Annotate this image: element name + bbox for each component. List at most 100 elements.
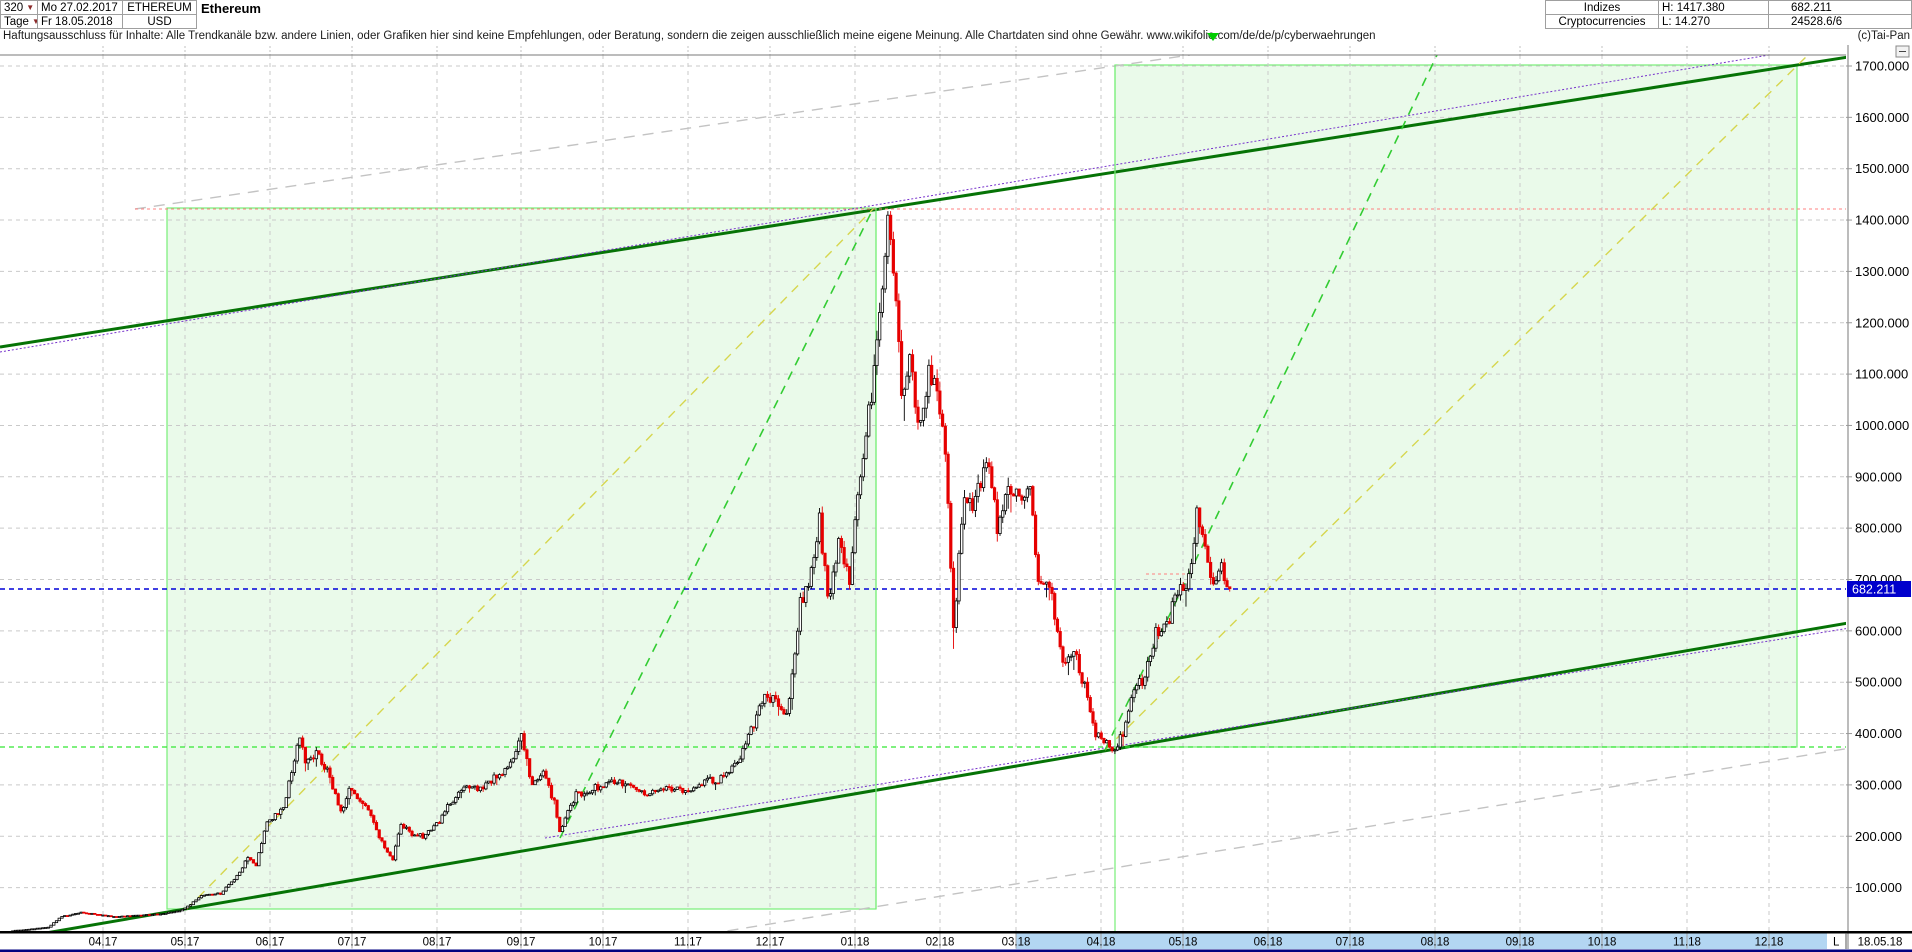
candle-body <box>927 364 931 397</box>
candle-body <box>295 744 299 762</box>
candle-body <box>413 834 417 837</box>
candle-body <box>11 930 15 931</box>
candle-body <box>1170 601 1174 624</box>
candle-body <box>563 817 567 827</box>
month-label: 07.17 <box>338 937 367 949</box>
candle-body <box>394 845 398 861</box>
candle-body <box>1064 661 1068 664</box>
candle-body <box>640 790 644 793</box>
candle-body <box>889 214 893 240</box>
month-label: 09.17 <box>507 937 536 949</box>
candle-body <box>1110 746 1114 752</box>
price-tick-label: 200.000 <box>1855 829 1902 844</box>
end-date-cell[interactable]: Fr 18.05.2018 <box>37 14 123 29</box>
candle-body <box>965 497 969 504</box>
collapse-pane-button[interactable] <box>1895 45 1910 58</box>
candle-body <box>738 758 742 763</box>
candle-body <box>604 782 608 788</box>
candle-body <box>429 829 433 832</box>
visible-range-highlight[interactable] <box>1016 933 1827 950</box>
candle-body <box>908 354 912 377</box>
candle-body <box>902 388 906 396</box>
candle-body <box>776 698 781 707</box>
candle-body <box>503 768 507 776</box>
candle-body <box>1042 582 1046 585</box>
candle-body <box>287 780 291 799</box>
candle-body <box>771 695 775 703</box>
price-tick-label: 900.000 <box>1855 469 1902 484</box>
candle-body <box>664 786 668 791</box>
month-label: 04.18 <box>1087 937 1116 949</box>
candle-body <box>131 914 135 917</box>
candle-body <box>213 893 217 896</box>
candle-body <box>68 914 72 917</box>
candle-body <box>746 733 751 745</box>
month-label: 04.17 <box>89 937 118 949</box>
candle-body <box>949 503 953 569</box>
candle-body <box>328 767 332 778</box>
candle-body <box>962 497 967 525</box>
month-label: 06.18 <box>1254 937 1283 949</box>
candle-body <box>672 789 677 792</box>
candle-body <box>435 822 439 827</box>
candle-body <box>700 784 704 787</box>
candle-body <box>760 702 764 707</box>
price-tick-label: 500.000 <box>1855 675 1902 690</box>
price-tick-label: 1400.000 <box>1855 213 1909 228</box>
candle-body <box>418 833 422 837</box>
candle-body <box>891 239 895 274</box>
candle-body <box>1053 593 1057 620</box>
price-tick-label: 100.000 <box>1855 880 1902 895</box>
candle-body <box>1143 676 1147 686</box>
period-dropdown[interactable]: Tage▼ <box>0 14 38 29</box>
candle-body <box>946 453 950 504</box>
candle-body <box>1074 651 1079 655</box>
candle-body <box>164 912 168 915</box>
yellow-fan-from-apr-low <box>1104 55 1809 751</box>
purple-lower-trendline <box>544 628 1846 839</box>
candle-body <box>63 915 67 917</box>
candle-body <box>279 808 283 815</box>
candle-body <box>793 653 797 675</box>
candle-body <box>361 800 365 804</box>
candle-body <box>415 834 420 837</box>
candle-body <box>1050 586 1054 594</box>
candle-body <box>703 779 707 786</box>
candle-body <box>845 563 849 567</box>
candle-body <box>177 910 182 913</box>
candle-body <box>443 811 447 816</box>
candle-body <box>984 462 988 469</box>
candle-body <box>1102 738 1106 744</box>
candle-body <box>1058 631 1062 648</box>
candle-body <box>476 785 480 792</box>
candle-body <box>530 776 534 786</box>
candle-body <box>363 803 368 807</box>
candle-body <box>872 365 876 403</box>
candle-body <box>894 272 898 302</box>
candle-body <box>290 772 294 782</box>
gray-lower-projection <box>722 748 1846 931</box>
candle-body <box>1033 514 1038 555</box>
month-label: 07.18 <box>1336 937 1365 949</box>
candle-body <box>235 875 239 880</box>
chevron-down-icon[interactable]: ▼ <box>26 3 35 12</box>
candle-body <box>410 830 414 836</box>
candle-body <box>768 697 772 703</box>
candle-body <box>806 585 811 588</box>
chevron-down-icon[interactable]: ▼ <box>32 17 37 26</box>
candle-body <box>982 467 986 489</box>
candle-body <box>511 758 515 763</box>
candle-body <box>976 482 980 497</box>
candle-body <box>260 843 264 854</box>
candle-body <box>303 746 307 764</box>
candle-body <box>741 747 745 760</box>
month-label: 03.18 <box>1002 937 1031 949</box>
candle-body <box>571 802 575 806</box>
candle-body <box>440 814 444 824</box>
candle-body <box>487 780 491 784</box>
candle-body <box>123 915 127 918</box>
candle-body <box>1017 488 1021 497</box>
candle-body <box>128 915 132 918</box>
candle-body <box>610 779 614 783</box>
